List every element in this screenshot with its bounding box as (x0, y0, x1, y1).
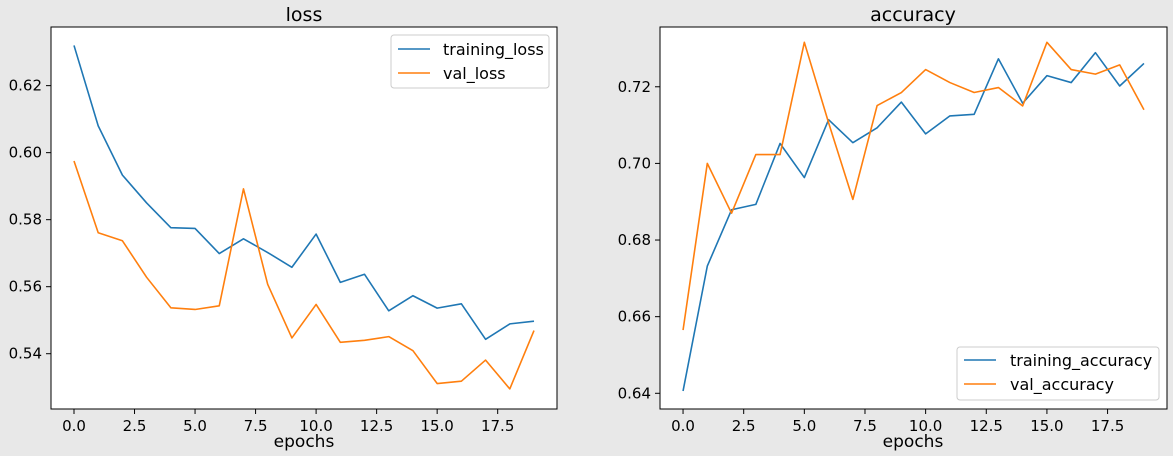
accuracy-x-tick-label: 17.5 (1091, 417, 1124, 435)
legend-label-val-accuracy: val_accuracy (1010, 375, 1114, 395)
accuracy-chart-title: accuracy (870, 4, 956, 26)
legend-label-val-loss: val_loss (443, 64, 506, 84)
loss-x-axis-label: epochs (274, 432, 335, 452)
loss-x-tick-label: 12.5 (360, 417, 393, 435)
accuracy-x-axis-label: epochs (883, 432, 944, 452)
accuracy-ticks: 0.0 2.5 5.0 7.5 10.0 12.5 15.0 17.5 0.64 0.66 0.68… (618, 78, 1125, 435)
loss-lines (73, 45, 535, 390)
accuracy-plot-area (660, 27, 1167, 409)
legend-label-training-loss: training_loss (443, 40, 544, 60)
accuracy-lines (682, 41, 1145, 392)
series-line-training-loss (73, 45, 535, 341)
accuracy-y-tick-label: 0.70 (618, 154, 651, 172)
accuracy-x-tick-label: 12.5 (970, 417, 1003, 435)
loss-ticks: 0.0 2.5 5.0 7.5 10.0 12.5 15.0 17.5 0.54 0.56 0.58… (9, 77, 515, 435)
loss-chart-title: loss (286, 4, 323, 26)
loss-y-tick-label: 0.58 (9, 211, 42, 229)
accuracy-x-tick-label: 7.5 (853, 417, 877, 435)
accuracy-y-tick-label: 0.72 (618, 78, 651, 96)
accuracy-y-tick-label: 0.68 (618, 231, 651, 249)
loss-x-tick-label: 2.5 (123, 417, 147, 435)
accuracy-x-tick-label: 2.5 (732, 417, 756, 435)
loss-x-tick-label: 15.0 (420, 417, 453, 435)
series-line-val-accuracy (682, 41, 1145, 331)
accuracy-x-tick-label: 15.0 (1030, 417, 1063, 435)
accuracy-x-tick-label: 0.0 (671, 417, 695, 435)
accuracy-plot-frame (659, 26, 1168, 410)
accuracy-y-tick-label: 0.64 (618, 384, 651, 402)
legend-label-training-accuracy: training_accuracy (1010, 351, 1152, 371)
loss-x-tick-label: 7.5 (244, 417, 268, 435)
loss-chart: loss epochs 0.0 2.5 5.0 7.5 10.0 12.5 15.0 17.5… (9, 4, 558, 452)
loss-y-tick-label: 0.62 (9, 77, 42, 95)
accuracy-chart: accuracy epochs 0.0 2.5 5.0 7.5 10.0 12.5 15.0… (618, 4, 1168, 452)
accuracy-y-tick-label: 0.66 (618, 308, 651, 326)
loss-x-tick-label: 0.0 (62, 417, 86, 435)
loss-y-tick-label: 0.60 (9, 144, 42, 162)
loss-y-tick-label: 0.54 (9, 345, 42, 363)
loss-x-tick-label: 17.5 (481, 417, 514, 435)
loss-x-tick-label: 10.0 (299, 417, 332, 435)
loss-plot-area (51, 27, 557, 409)
loss-legend: training_loss val_loss (390, 34, 550, 89)
loss-plot-frame (50, 26, 558, 410)
accuracy-x-tick-label: 5.0 (792, 417, 816, 435)
accuracy-legend-box (956, 346, 1160, 401)
series-line-training-accuracy (682, 51, 1145, 392)
loss-legend-box (390, 34, 550, 89)
loss-y-tick-label: 0.56 (9, 278, 42, 296)
series-line-val-loss (73, 160, 535, 390)
loss-x-tick-label: 5.0 (183, 417, 207, 435)
accuracy-x-tick-label: 10.0 (909, 417, 942, 435)
accuracy-legend: training_accuracy val_accuracy (956, 346, 1160, 401)
